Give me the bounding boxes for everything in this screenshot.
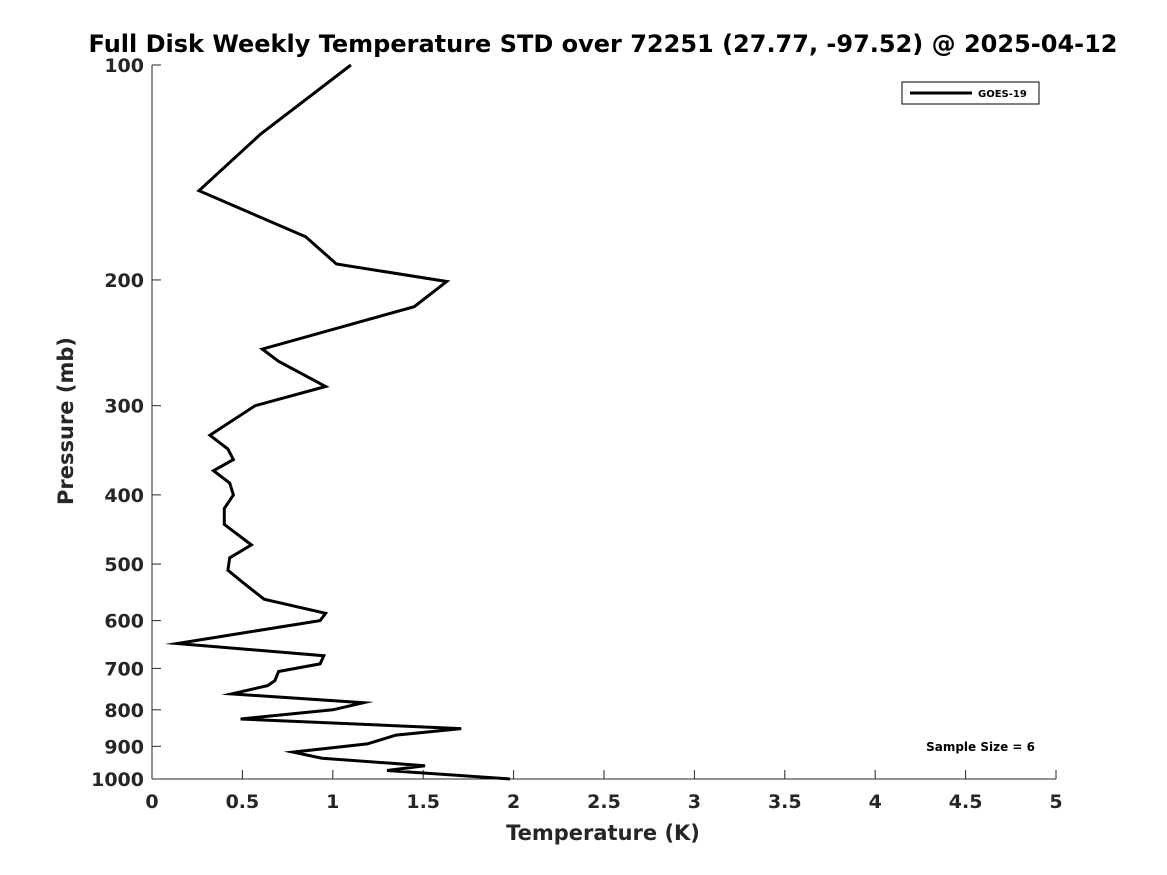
y-tick-label: 100 [104,55,144,77]
y-tick-label: 300 [104,396,144,418]
y-tick-label: 200 [104,270,144,292]
legend-entry-goes-19: GOES-19 [978,89,1027,100]
x-tick-label: 4 [869,791,882,813]
x-tick-label: 3.5 [768,791,802,813]
y-tick-label: 500 [104,554,144,576]
series-layer [164,63,511,781]
x-tick-label: 4.5 [949,791,983,813]
y-axis-ticks: 100 200 300 400 500 600 700 800 900 1000 [91,55,161,791]
y-tick-label: 600 [104,611,144,633]
x-tick-label: 0 [145,791,158,813]
x-tick-label: 1 [326,791,339,813]
x-tick-label: 0.5 [226,791,260,813]
series-line-goes-19 [164,63,511,781]
x-axis-label: Temperature (K) [506,821,700,845]
legend: GOES-19 [901,81,1040,105]
x-axis-ticks: 0 0.5 1 1.5 2 2.5 3 3.5 4 4.5 5 [145,770,1063,813]
x-tick-label: 5 [1049,791,1062,813]
y-tick-label: 900 [104,736,144,758]
chart-title: Full Disk Weekly Temperature STD over 72… [89,30,1118,58]
y-tick-label: 800 [104,700,144,722]
x-tick-label: 1.5 [406,791,440,813]
x-tick-label: 2 [507,791,520,813]
x-tick-label: 3 [688,791,701,813]
y-tick-label: 400 [104,485,144,507]
sample-size-annotation: Sample Size = 6 [926,740,1035,754]
y-tick-label: 700 [104,658,144,680]
x-tick-label: 2.5 [587,791,621,813]
plot-axes [151,65,1056,780]
y-axis-label: Pressure (mb) [54,337,78,505]
y-tick-label: 1000 [91,769,144,791]
